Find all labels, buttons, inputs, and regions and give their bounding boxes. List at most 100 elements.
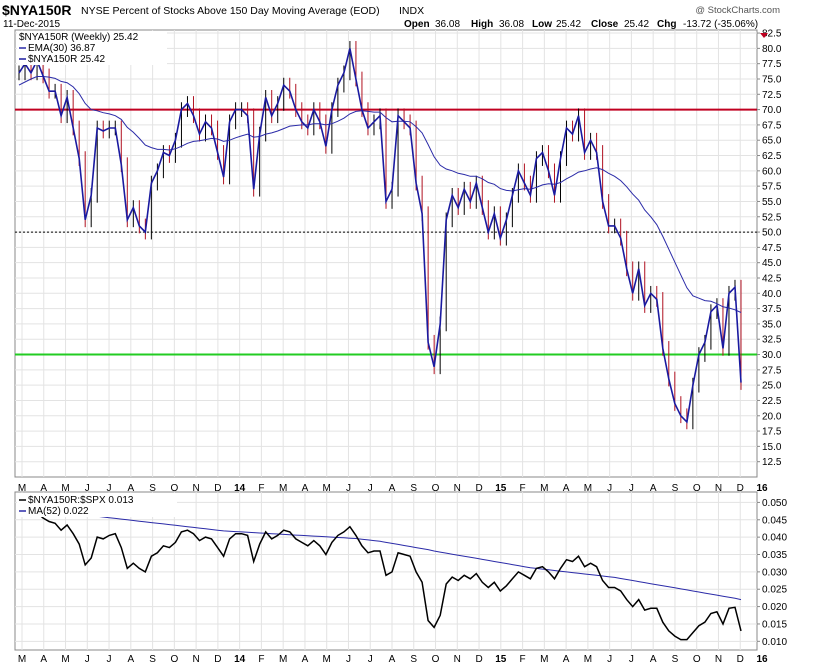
x-tick-label: S [410, 654, 417, 665]
y-tick-label: 72.5 [762, 90, 782, 101]
close-label: Close [591, 19, 619, 30]
ema-line [18, 76, 742, 313]
y-tick-label: 22.5 [762, 396, 782, 407]
x-tick-label: M [323, 654, 331, 665]
y-tick-label: 47.5 [762, 243, 782, 254]
y-tick-label: 60.0 [762, 166, 782, 177]
x-tick-label: N [193, 483, 200, 494]
watermark: @ StockCharts.com [695, 5, 780, 16]
x-tick-label: 14 [234, 483, 246, 494]
x-tick-label: D [214, 483, 221, 494]
main-legend-bg [17, 31, 167, 65]
last-value-marker [760, 33, 768, 38]
x-tick-label: 15 [495, 483, 507, 494]
x-tick-label: M [279, 483, 287, 494]
chart-description: NYSE Percent of Stocks Above 150 Day Mov… [81, 5, 380, 17]
x-tick-label: J [629, 483, 634, 494]
x-tick-label: O [432, 483, 440, 494]
x-tick-label: N [454, 483, 461, 494]
x-tick-label: F [520, 654, 526, 665]
x-tick-label: O [693, 654, 701, 665]
y-tick-label: 17.5 [762, 427, 782, 438]
x-tick-label: S [672, 483, 679, 494]
close-value: 25.42 [624, 19, 649, 30]
x-tick-label: O [693, 483, 701, 494]
chart-date: 11-Dec-2015 [3, 19, 61, 30]
y-tick-label: 0.030 [762, 567, 787, 578]
y-tick-label: 20.0 [762, 411, 782, 422]
x-tick-label: F [258, 654, 264, 665]
y-tick-label: 70.0 [762, 105, 782, 116]
x-tick-label: D [214, 654, 221, 665]
x-tick-label: A [563, 654, 570, 665]
x-tick-label: D [475, 654, 482, 665]
x-tick-label: 15 [495, 654, 507, 665]
y-tick-label: 40.0 [762, 289, 782, 300]
exchange-label: INDX [399, 5, 424, 17]
x-tick-label: M [61, 483, 69, 494]
x-tick-label: A [302, 483, 309, 494]
legend-ratio-label: $NYA150R:$SPX 0.013 [28, 495, 134, 506]
x-tick-label: J [85, 654, 90, 665]
y-tick-label: 57.5 [762, 182, 782, 193]
x-tick-label: D [737, 483, 744, 494]
x-tick-label: D [737, 654, 744, 665]
x-tick-label: A [650, 654, 657, 665]
y-tick-label: 0.045 [762, 515, 787, 526]
x-tick-label: M [540, 483, 548, 494]
legend-ma-label: MA(52) 0.022 [28, 506, 89, 517]
x-tick-label: N [715, 483, 722, 494]
low-value: 25.42 [556, 19, 581, 30]
legend-series-label: $NYA150R (Weekly) 25.42 [19, 32, 139, 43]
x-tick-label: M [61, 654, 69, 665]
y-tick-label: 30.0 [762, 350, 782, 361]
x-tick-label: S [149, 483, 156, 494]
y-tick-label: 15.0 [762, 442, 782, 453]
x-tick-label: J [368, 654, 373, 665]
x-tick-label: 16 [756, 483, 768, 494]
x-tick-label: S [410, 483, 417, 494]
y-tick-label: 32.5 [762, 335, 782, 346]
x-tick-label: A [389, 654, 396, 665]
ma-line [19, 513, 742, 601]
x-tick-label: J [107, 483, 112, 494]
ohlc-readout: Open 36.08 High 36.08 Low 25.42 Close 25… [404, 19, 758, 30]
x-tick-label: A [40, 654, 47, 665]
chg-label: Chg [657, 19, 676, 30]
main-panel-frame [14, 29, 758, 478]
x-tick-label: N [454, 654, 461, 665]
x-tick-label: 16 [756, 654, 768, 665]
x-tick-label: J [629, 654, 634, 665]
y-tick-label: 55.0 [762, 197, 782, 208]
main-y-axis: 12.5 15.0 17.5 20.0 22.5 25.0 27.5 30.0 32.5 35.0… [757, 29, 782, 468]
chg-value: -13.72 (-35.06%) [683, 19, 758, 30]
main-lines [18, 48, 742, 424]
ratio-legend: $NYA150R:$SPX 0.013 MA(52) 0.022 [17, 493, 177, 517]
x-tick-label: J [368, 483, 373, 494]
high-label: High [471, 19, 493, 30]
y-tick-label: 35.0 [762, 319, 782, 330]
x-tick-label: M [279, 654, 287, 665]
x-tick-label: S [672, 654, 679, 665]
y-tick-label: 25.0 [762, 381, 782, 392]
x-tick-label: J [607, 654, 612, 665]
y-tick-label: 0.010 [762, 637, 787, 648]
high-value: 36.08 [499, 19, 524, 30]
x-tick-label: A [389, 483, 396, 494]
x-tick-label: O [170, 483, 178, 494]
y-tick-label: 0.015 [762, 619, 787, 630]
x-tick-label: J [346, 483, 351, 494]
legend-ema-label: EMA(30) 36.87 [28, 43, 96, 54]
y-tick-label: 27.5 [762, 365, 782, 376]
x-tick-label: J [107, 654, 112, 665]
x-tick-label: F [258, 483, 264, 494]
x-tick-label: J [85, 483, 90, 494]
y-tick-label: 65.0 [762, 136, 782, 147]
y-tick-label: 62.5 [762, 151, 782, 162]
x-tick-label: 14 [234, 654, 246, 665]
x-tick-label: M [18, 483, 26, 494]
y-tick-label: 12.5 [762, 457, 782, 468]
ratio-line [18, 511, 742, 641]
ratio-y-axis: 0.010 0.015 0.020 0.025 0.030 0.035 0.040 0.045… [757, 498, 787, 648]
ratio-legend-bg [17, 493, 177, 517]
